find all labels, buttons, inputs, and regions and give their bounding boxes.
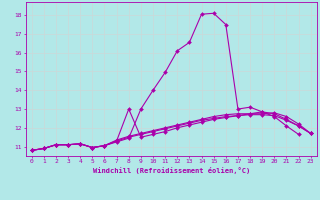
- X-axis label: Windchill (Refroidissement éolien,°C): Windchill (Refroidissement éolien,°C): [92, 167, 250, 174]
